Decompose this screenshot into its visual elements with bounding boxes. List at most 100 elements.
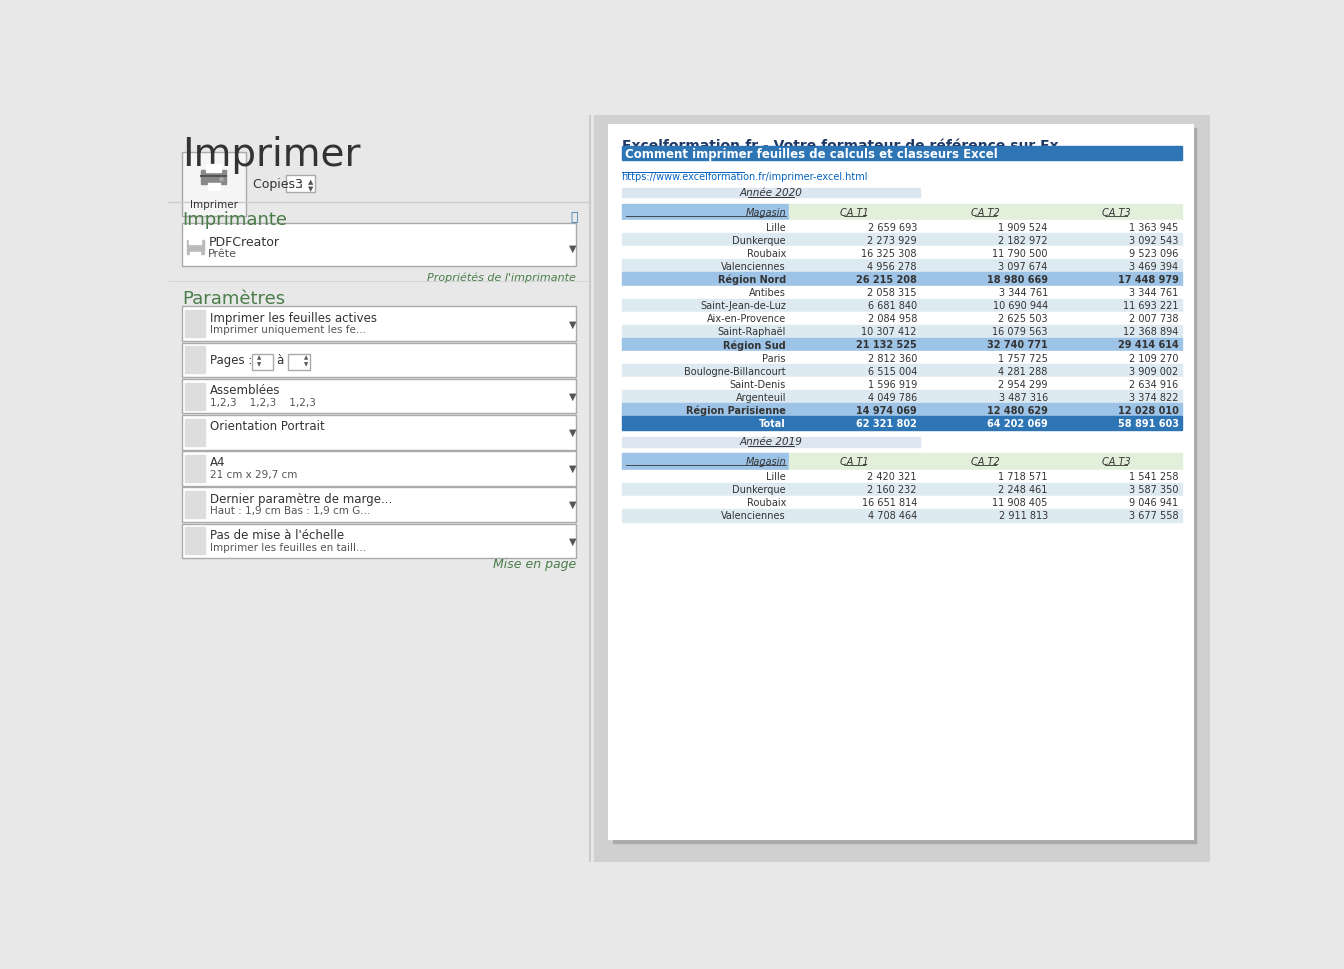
Bar [622,404,1181,417]
Bar [622,378,1181,391]
Text: 16 079 563: 16 079 563 [992,328,1048,337]
Text: 4 956 278: 4 956 278 [867,262,917,271]
Bar [185,311,206,338]
Text: Saint-Raphaël: Saint-Raphaël [718,328,786,337]
Text: Orientation Portrait: Orientation Portrait [210,420,325,433]
Text: Propriétés de l'imprimante: Propriétés de l'imprimante [427,272,575,283]
Bar [622,496,1181,510]
Text: Roubaix: Roubaix [746,498,786,508]
Text: 58 891 603: 58 891 603 [1118,419,1179,428]
Text: Année 2019: Année 2019 [739,437,802,447]
Text: Lille: Lille [766,472,786,482]
Text: Imprimer uniquement les fe...: Imprimer uniquement les fe... [210,326,366,335]
Text: Valenciennes: Valenciennes [722,262,786,271]
Bar [622,438,921,447]
FancyBboxPatch shape [181,452,575,486]
Text: Roubaix: Roubaix [746,249,786,259]
Text: 18 980 669: 18 980 669 [986,275,1048,285]
Text: 21 132 525: 21 132 525 [856,340,917,350]
Bar [622,204,789,220]
Text: Imprimer: Imprimer [181,136,360,173]
FancyBboxPatch shape [181,379,575,414]
Text: https://www.excelformation.fr/imprimer-excel.html: https://www.excelformation.fr/imprimer-e… [622,172,868,181]
Text: Total: Total [759,419,786,428]
Text: 6 681 840: 6 681 840 [868,301,917,311]
Text: Dernier paramètre de marge...: Dernier paramètre de marge... [210,492,392,505]
Bar [622,247,1181,260]
Text: 3: 3 [294,178,302,191]
Bar [613,129,1196,843]
Text: Saint-Denis: Saint-Denis [730,379,786,390]
Text: Magasin: Magasin [746,207,786,217]
Text: ▼: ▼ [569,500,577,510]
Bar [622,326,1181,338]
Bar [622,147,1181,161]
Text: Prête: Prête [208,249,238,259]
Text: 2 084 958: 2 084 958 [867,314,917,324]
Bar [622,299,1181,312]
Text: Comment imprimer feuilles de calculs et classeurs Excel: Comment imprimer feuilles de calculs et … [625,147,997,161]
Bar [202,171,226,185]
Text: 3 344 761: 3 344 761 [999,288,1048,297]
Text: 16 651 814: 16 651 814 [862,498,917,508]
Text: CA T3: CA T3 [1102,207,1130,217]
Text: 3 374 822: 3 374 822 [1129,392,1179,402]
Text: 2 954 299: 2 954 299 [999,379,1048,390]
Text: Région Parisienne: Région Parisienne [685,405,786,416]
Text: CA T1: CA T1 [840,456,868,467]
Text: Antibes: Antibes [749,288,786,297]
Bar [207,184,220,191]
Text: ▲: ▲ [308,179,313,185]
Bar [1051,204,1181,220]
Text: CA T2: CA T2 [972,207,1000,217]
Text: 1 909 524: 1 909 524 [999,223,1048,233]
Text: 26 215 208: 26 215 208 [856,275,917,285]
FancyBboxPatch shape [181,524,575,558]
Bar [1051,453,1181,469]
Bar [185,347,206,374]
Text: Imprimer les feuilles actives: Imprimer les feuilles actives [210,311,376,325]
Text: ▼: ▼ [304,362,309,367]
Bar [622,470,1181,484]
FancyBboxPatch shape [181,153,246,216]
Text: Dunkerque: Dunkerque [732,235,786,245]
Text: Argenteuil: Argenteuil [735,392,786,402]
Text: 64 202 069: 64 202 069 [986,419,1048,428]
Text: 62 321 802: 62 321 802 [856,419,917,428]
Bar [185,383,206,410]
Text: Pages :: Pages : [210,354,253,366]
Text: 2 659 693: 2 659 693 [867,223,917,233]
FancyBboxPatch shape [181,487,575,522]
Text: Lille: Lille [766,223,786,233]
Text: ▼: ▼ [257,362,261,367]
Bar [622,391,1181,404]
Text: CA T3: CA T3 [1102,456,1130,467]
Text: 4 281 288: 4 281 288 [999,366,1048,376]
Text: 9 523 096: 9 523 096 [1129,249,1179,259]
Text: ▼: ▼ [308,186,313,192]
Text: 1 541 258: 1 541 258 [1129,472,1179,482]
Bar [594,116,1210,862]
Text: 1 757 725: 1 757 725 [999,354,1048,363]
Text: Copies :: Copies : [253,177,304,191]
Text: Région Sud: Région Sud [723,340,786,351]
Bar [789,453,921,469]
Text: 2 248 461: 2 248 461 [999,484,1048,495]
Bar [622,312,1181,326]
Text: 2 182 972: 2 182 972 [999,235,1048,245]
Bar [622,484,1181,496]
Text: ▲: ▲ [304,355,309,359]
Text: 32 740 771: 32 740 771 [986,340,1048,350]
Text: 12 028 010: 12 028 010 [1118,405,1179,416]
Bar [185,455,206,483]
Bar [190,238,202,245]
Bar [622,273,1181,286]
Bar [789,204,921,220]
Text: ⓘ: ⓘ [571,211,578,224]
Text: Région Nord: Région Nord [718,274,786,285]
Text: A4: A4 [210,456,226,469]
Text: Pas de mise à l'échelle: Pas de mise à l'échelle [210,528,344,542]
Bar [622,338,1181,352]
Circle shape [220,178,223,181]
Text: 17 448 979: 17 448 979 [1118,275,1179,285]
